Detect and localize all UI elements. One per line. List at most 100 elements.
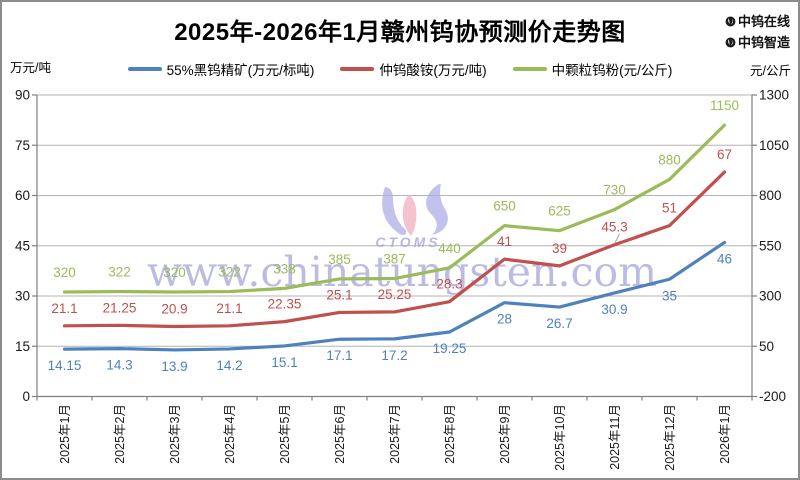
svg-text:2025年11月: 2025年11月 bbox=[608, 404, 622, 470]
y-axis-left-labels: 0 15 30 45 60 75 90 bbox=[15, 88, 30, 405]
series-data-labels-2: 320 322 320 322 338 385 387 440 650 625 730 880 1150 bbox=[53, 98, 739, 280]
source-label: 中钨智造 bbox=[737, 35, 790, 50]
svg-text:15.1: 15.1 bbox=[271, 355, 297, 370]
series-line-2 bbox=[62, 123, 727, 294]
svg-text:41: 41 bbox=[497, 234, 512, 249]
svg-text:45.3: 45.3 bbox=[601, 220, 627, 235]
svg-text:28.3: 28.3 bbox=[436, 277, 462, 292]
svg-text:2025年5月: 2025年5月 bbox=[278, 404, 292, 464]
svg-text:2025年4月: 2025年4月 bbox=[223, 404, 237, 464]
legend: 55%黑钨精矿(万元/标吨) 仲钨酸铵(万元/吨) 中颗粒钨粉(元/公斤) bbox=[2, 59, 798, 79]
source-item-smart: 中钨智造 bbox=[725, 32, 790, 53]
svg-text:19.25: 19.25 bbox=[433, 341, 467, 356]
svg-text:13.9: 13.9 bbox=[161, 359, 187, 374]
svg-text:25.1: 25.1 bbox=[326, 287, 352, 302]
svg-text:800: 800 bbox=[759, 188, 782, 203]
svg-text:320: 320 bbox=[163, 265, 186, 280]
legend-marker-blue bbox=[127, 67, 162, 71]
series-data-labels-0: 14.15 14.3 13.9 14.2 15.1 17.1 17.2 19.25 28 26.7… bbox=[48, 251, 732, 374]
svg-text:21.25: 21.25 bbox=[103, 300, 137, 315]
svg-text:51: 51 bbox=[662, 201, 677, 216]
svg-text:-200: -200 bbox=[759, 389, 786, 404]
svg-text:60: 60 bbox=[15, 188, 30, 203]
axes bbox=[32, 94, 757, 401]
left-axis-unit: 万元/吨 bbox=[10, 61, 51, 75]
gridlines bbox=[37, 94, 752, 347]
svg-text:25.25: 25.25 bbox=[378, 287, 412, 302]
legend-label: 仲钨酸铵(万元/吨) bbox=[379, 63, 487, 78]
svg-text:2025年3月: 2025年3月 bbox=[168, 404, 182, 464]
watermark-logo-icon bbox=[382, 184, 448, 236]
svg-text:322: 322 bbox=[218, 265, 241, 280]
svg-text:90: 90 bbox=[15, 88, 30, 103]
svg-text:880: 880 bbox=[658, 152, 681, 167]
svg-text:75: 75 bbox=[15, 138, 30, 153]
watermark-logo-text: CTOMS bbox=[375, 234, 440, 250]
svg-text:387: 387 bbox=[383, 252, 406, 267]
svg-text:0: 0 bbox=[22, 389, 30, 404]
svg-text:320: 320 bbox=[53, 265, 76, 280]
svg-text:14.15: 14.15 bbox=[48, 358, 82, 373]
svg-text:67: 67 bbox=[717, 147, 732, 162]
y-axis-right-labels: -200 50 300 550 800 1050 1300 bbox=[759, 88, 789, 405]
source-badges: 中钨在线 中钨智造 bbox=[725, 11, 790, 53]
legend-marker-green bbox=[512, 67, 547, 71]
svg-text:22.35: 22.35 bbox=[268, 297, 302, 312]
svg-text:35: 35 bbox=[662, 288, 677, 303]
label-leader-line bbox=[614, 233, 620, 243]
svg-text:46: 46 bbox=[717, 251, 732, 266]
source-label: 中钨在线 bbox=[737, 14, 790, 29]
svg-text:28: 28 bbox=[497, 312, 512, 327]
svg-text:21.1: 21.1 bbox=[216, 301, 242, 316]
svg-text:2025年2月: 2025年2月 bbox=[113, 404, 127, 464]
legend-item-black-tungsten: 55%黑钨精矿(万元/标吨) bbox=[127, 59, 315, 79]
x-axis-labels: 2025年1月 2025年2月 2025年3月 2025年4月 2025年5月 2025年… bbox=[58, 404, 732, 471]
svg-text:550: 550 bbox=[759, 238, 782, 253]
svg-text:625: 625 bbox=[548, 204, 571, 219]
series-data-labels-1: 21.1 21.25 20.9 21.1 22.35 25.1 25.25 28.3 41 39 4… bbox=[51, 147, 732, 316]
svg-text:2025年7月: 2025年7月 bbox=[388, 404, 402, 464]
svg-text:1300: 1300 bbox=[759, 88, 789, 103]
svg-text:14.3: 14.3 bbox=[106, 358, 132, 373]
ctoms-mini-logo-icon bbox=[725, 37, 736, 48]
legend-label: 55%黑钨精矿(万元/标吨) bbox=[166, 63, 315, 78]
svg-text:2025年8月: 2025年8月 bbox=[443, 404, 457, 464]
svg-text:17.2: 17.2 bbox=[381, 348, 407, 363]
svg-text:2025年6月: 2025年6月 bbox=[333, 404, 347, 464]
svg-text:17.1: 17.1 bbox=[326, 348, 352, 363]
legend-item-apt: 仲钨酸铵(万元/吨) bbox=[340, 59, 487, 79]
ctoms-mini-logo-icon bbox=[725, 16, 736, 27]
svg-text:1050: 1050 bbox=[759, 138, 789, 153]
chart-title: 2025年-2026年1月赣州钨协预测价走势图 bbox=[174, 19, 626, 46]
svg-text:14.2: 14.2 bbox=[216, 358, 242, 373]
svg-text:2025年10月: 2025年10月 bbox=[553, 404, 567, 471]
svg-text:30.9: 30.9 bbox=[601, 302, 627, 317]
source-item-online: 中钨在线 bbox=[725, 11, 790, 32]
legend-item-tungsten-powder: 中颗粒钨粉(元/公斤) bbox=[512, 59, 673, 79]
svg-text:26.7: 26.7 bbox=[546, 316, 572, 331]
legend-label: 中颗粒钨粉(元/公斤) bbox=[551, 63, 673, 78]
svg-text:385: 385 bbox=[328, 252, 351, 267]
svg-text:650: 650 bbox=[493, 199, 516, 214]
svg-text:1150: 1150 bbox=[710, 98, 739, 113]
svg-text:2025年12月: 2025年12月 bbox=[663, 404, 677, 471]
watermark-text: www.chinatungsten.com bbox=[147, 248, 657, 296]
svg-text:50: 50 bbox=[759, 339, 774, 354]
svg-text:30: 30 bbox=[15, 289, 30, 304]
right-axis-unit: 元/公斤 bbox=[750, 64, 791, 78]
svg-text:440: 440 bbox=[438, 241, 461, 256]
svg-text:2025年9月: 2025年9月 bbox=[498, 404, 512, 464]
series-line-1 bbox=[62, 170, 727, 329]
svg-text:20.9: 20.9 bbox=[161, 301, 187, 316]
svg-text:338: 338 bbox=[273, 261, 296, 276]
series-line-0 bbox=[62, 240, 727, 352]
svg-text:322: 322 bbox=[108, 265, 131, 280]
svg-text:730: 730 bbox=[603, 183, 626, 198]
svg-text:39: 39 bbox=[552, 241, 567, 256]
svg-text:15: 15 bbox=[15, 339, 30, 354]
svg-text:45: 45 bbox=[15, 238, 30, 253]
svg-text:21.1: 21.1 bbox=[51, 301, 77, 316]
legend-marker-red bbox=[340, 67, 375, 71]
